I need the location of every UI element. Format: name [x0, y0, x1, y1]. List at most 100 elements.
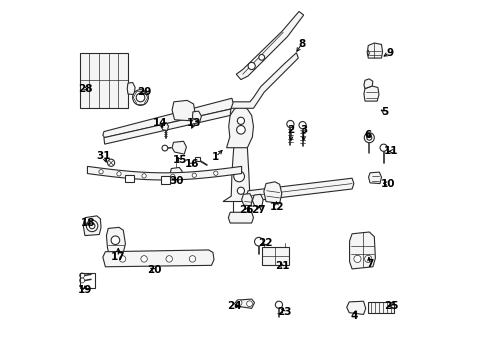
- Text: 19: 19: [78, 285, 92, 296]
- Text: 30: 30: [169, 176, 183, 186]
- Text: 27: 27: [251, 206, 265, 216]
- Text: 6: 6: [364, 130, 371, 140]
- Polygon shape: [127, 82, 135, 95]
- Circle shape: [366, 135, 371, 140]
- Text: 20: 20: [146, 265, 161, 275]
- Text: 7: 7: [366, 259, 373, 269]
- Polygon shape: [367, 43, 382, 58]
- Polygon shape: [228, 212, 253, 223]
- Polygon shape: [264, 182, 281, 203]
- Text: 21: 21: [274, 261, 289, 271]
- Polygon shape: [234, 299, 254, 309]
- Text: 15: 15: [172, 155, 187, 165]
- Polygon shape: [349, 232, 375, 269]
- Polygon shape: [366, 50, 368, 56]
- Polygon shape: [102, 98, 233, 138]
- Circle shape: [136, 93, 144, 102]
- Text: 31: 31: [97, 150, 111, 161]
- Polygon shape: [87, 166, 241, 180]
- Text: 16: 16: [185, 159, 199, 169]
- Circle shape: [286, 121, 293, 128]
- Polygon shape: [346, 301, 365, 315]
- Circle shape: [275, 301, 282, 309]
- Circle shape: [89, 223, 95, 229]
- Polygon shape: [106, 227, 125, 253]
- Text: 24: 24: [227, 301, 241, 311]
- Circle shape: [379, 144, 386, 151]
- Polygon shape: [192, 111, 201, 122]
- Circle shape: [236, 300, 242, 306]
- Text: 29: 29: [137, 87, 151, 97]
- Polygon shape: [104, 109, 230, 144]
- Circle shape: [298, 122, 305, 129]
- Circle shape: [162, 145, 167, 151]
- Polygon shape: [363, 86, 378, 101]
- Circle shape: [119, 256, 125, 262]
- Text: 8: 8: [298, 39, 305, 49]
- Bar: [125, 175, 134, 182]
- Circle shape: [258, 54, 264, 60]
- Circle shape: [107, 159, 115, 166]
- Bar: [195, 157, 200, 161]
- Circle shape: [170, 174, 175, 179]
- Circle shape: [247, 62, 255, 69]
- Circle shape: [233, 171, 244, 182]
- Polygon shape: [368, 172, 381, 184]
- Polygon shape: [225, 53, 298, 108]
- Text: 25: 25: [384, 301, 398, 311]
- Polygon shape: [102, 250, 214, 267]
- Circle shape: [237, 117, 244, 125]
- Polygon shape: [170, 167, 182, 177]
- Circle shape: [132, 90, 148, 105]
- Circle shape: [364, 133, 373, 143]
- Circle shape: [364, 255, 371, 262]
- Text: 26: 26: [239, 206, 253, 216]
- Text: 1: 1: [212, 152, 219, 162]
- Circle shape: [246, 301, 252, 307]
- Circle shape: [141, 256, 147, 262]
- Polygon shape: [363, 79, 372, 89]
- Bar: [80, 273, 94, 288]
- Polygon shape: [226, 107, 253, 148]
- Text: 14: 14: [153, 118, 167, 128]
- Text: 5: 5: [380, 107, 387, 117]
- Circle shape: [165, 256, 172, 262]
- Text: 11: 11: [384, 146, 398, 156]
- Circle shape: [236, 126, 244, 134]
- Circle shape: [142, 174, 146, 178]
- Text: 17: 17: [111, 252, 125, 262]
- Circle shape: [99, 170, 103, 174]
- Bar: [367, 302, 393, 313]
- Text: 13: 13: [187, 118, 201, 128]
- Text: 28: 28: [78, 84, 92, 94]
- Text: 3: 3: [300, 125, 306, 135]
- Bar: [261, 247, 288, 265]
- Polygon shape: [172, 141, 186, 154]
- Circle shape: [111, 236, 120, 244]
- Text: 12: 12: [269, 202, 284, 212]
- Circle shape: [237, 187, 244, 194]
- Polygon shape: [172, 100, 195, 121]
- Text: 4: 4: [349, 311, 357, 321]
- Polygon shape: [223, 134, 249, 202]
- Text: 10: 10: [380, 179, 394, 189]
- Text: 18: 18: [81, 218, 96, 228]
- Circle shape: [80, 273, 84, 278]
- Polygon shape: [83, 216, 101, 235]
- Polygon shape: [161, 123, 168, 131]
- Text: 23: 23: [276, 307, 290, 317]
- Polygon shape: [236, 12, 303, 80]
- Circle shape: [117, 172, 121, 176]
- Circle shape: [80, 278, 84, 283]
- Text: 9: 9: [386, 48, 392, 58]
- Bar: [80, 53, 128, 108]
- Polygon shape: [241, 194, 252, 206]
- Circle shape: [353, 255, 360, 262]
- Polygon shape: [246, 178, 353, 202]
- Circle shape: [213, 171, 218, 175]
- Circle shape: [189, 256, 195, 262]
- Circle shape: [254, 237, 263, 246]
- Polygon shape: [252, 194, 263, 207]
- Text: 2: 2: [287, 125, 294, 135]
- Circle shape: [86, 220, 98, 231]
